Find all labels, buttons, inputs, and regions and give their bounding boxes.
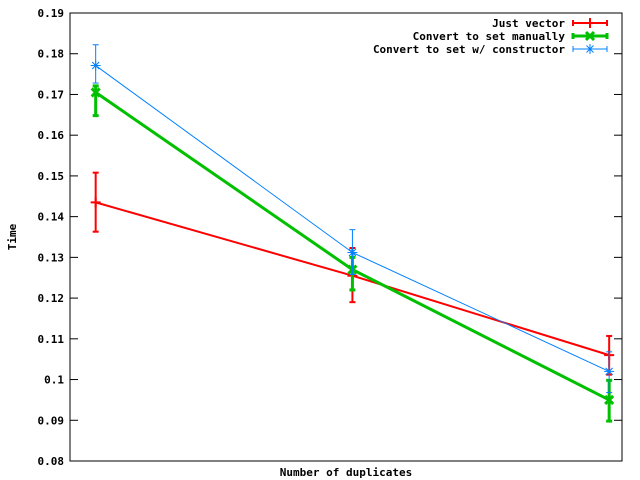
y-tick-label: 0.1 [44,374,64,387]
data-point [91,61,100,70]
legend-label: Convert to set w/ constructor [373,43,565,56]
y-tick-label: 0.19 [38,7,65,20]
y-tick-label: 0.12 [38,292,65,305]
x-axis-label: Number of duplicates [280,466,412,479]
series-2 [90,44,615,394]
y-tick-label: 0.17 [38,88,65,101]
series-line [95,65,610,372]
legend-label: Just vector [492,17,565,30]
legend-marker [586,45,594,53]
y-tick-label: 0.11 [38,333,65,346]
y-axis: 0.08 0.09 0.1 0.11 0.12 0.13 0.14 0.15 0.16 0.17 0… [38,7,622,468]
y-tick-label: 0.09 [38,414,65,427]
y-tick-label: 0.18 [38,48,65,61]
y-tick-label: 0.15 [38,170,65,183]
legend-label: Convert to set manually [413,30,566,43]
y-tick-label: 0.16 [38,129,65,142]
y-tick-label: 0.08 [38,455,65,468]
y-axis-label: Time [6,223,19,250]
series-layer [90,44,615,423]
data-point [605,367,614,376]
data-point [90,87,101,98]
plot-area [69,12,623,462]
data-point [348,248,357,257]
legend-marker [584,30,596,42]
data-point [604,394,615,405]
y-tick-label: 0.14 [38,211,65,224]
y-tick-label: 0.13 [38,251,65,264]
plot-border [69,12,623,462]
